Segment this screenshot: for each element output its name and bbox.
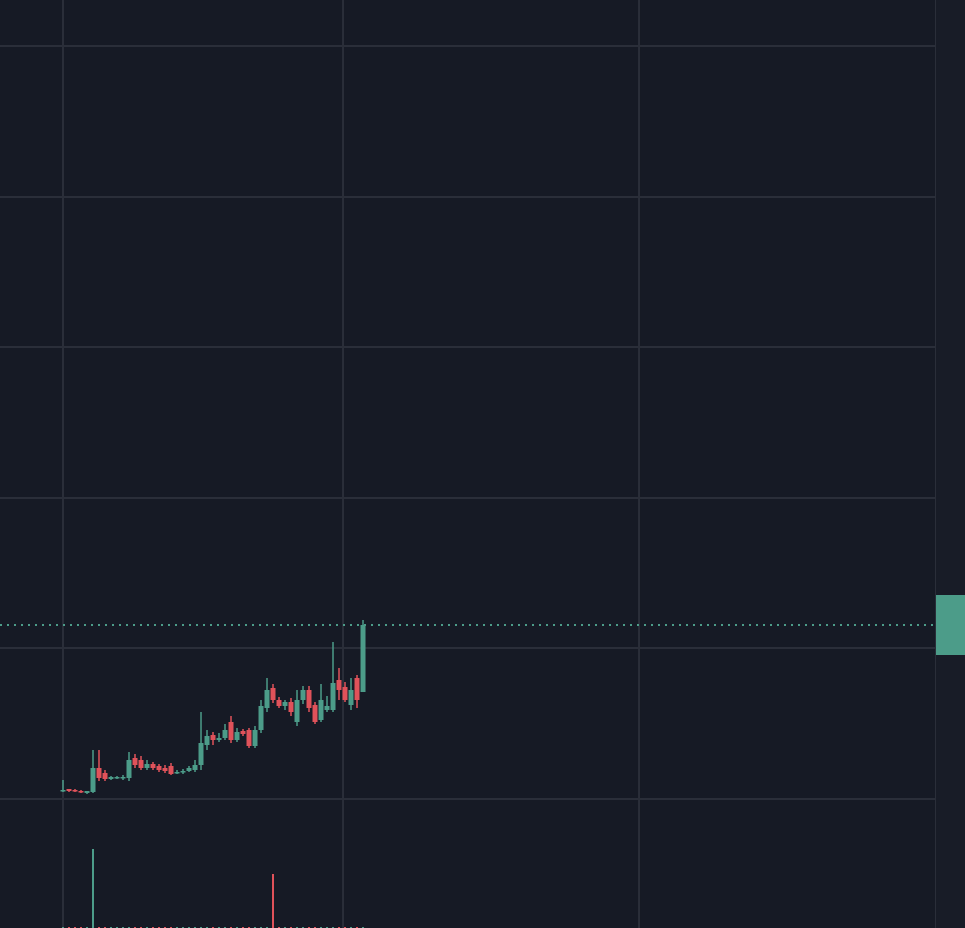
candle-body <box>60 790 66 792</box>
candle-body <box>72 790 78 792</box>
candle-body <box>120 777 126 779</box>
candle-body <box>90 768 96 792</box>
candle-body <box>294 700 300 722</box>
last-price-marker <box>936 595 965 655</box>
candle-body <box>222 730 228 738</box>
candle-body <box>96 768 102 778</box>
candle-body <box>114 777 120 779</box>
candle-body <box>144 764 150 768</box>
candle-body <box>306 690 312 708</box>
candle-body <box>198 743 204 765</box>
candle-body <box>318 700 324 720</box>
candle-body <box>174 772 180 774</box>
candle-body <box>348 690 354 705</box>
candle-body <box>108 777 114 779</box>
candle-body <box>360 625 366 692</box>
volume-bar <box>92 849 95 928</box>
candle-body <box>78 791 84 793</box>
candle-body <box>264 690 270 708</box>
candle-body <box>324 706 330 710</box>
candle-body <box>276 700 282 706</box>
candle-body <box>66 789 72 791</box>
volume-bar <box>272 874 275 928</box>
candle-body <box>270 688 276 700</box>
price-axis <box>935 0 965 928</box>
candle-body <box>228 722 234 740</box>
candle-body <box>150 764 156 768</box>
candle-body <box>216 738 222 740</box>
candle-body <box>282 702 288 706</box>
candle-body <box>210 735 216 740</box>
candle-body <box>342 687 348 700</box>
candle-body <box>336 680 342 690</box>
candle-body <box>234 732 240 740</box>
candle-body <box>156 766 162 770</box>
candle-body <box>84 791 90 793</box>
candle-body <box>192 765 198 770</box>
candle-body <box>354 678 360 700</box>
candle-body <box>288 702 294 712</box>
candle-body <box>300 690 306 700</box>
candle-body <box>330 683 336 710</box>
candle-body <box>258 706 264 730</box>
candle-body <box>132 758 138 765</box>
candle-body <box>138 760 144 768</box>
candle-body <box>162 768 168 771</box>
candle-body <box>180 771 186 773</box>
candle-body <box>252 730 258 746</box>
candle-body <box>246 730 252 746</box>
candle-body <box>204 736 210 745</box>
candle-body <box>186 768 192 771</box>
candle-body <box>168 766 174 774</box>
candle-body <box>102 773 108 779</box>
candle-body <box>312 705 318 722</box>
candle-body <box>126 760 132 778</box>
candle-body <box>240 731 246 734</box>
